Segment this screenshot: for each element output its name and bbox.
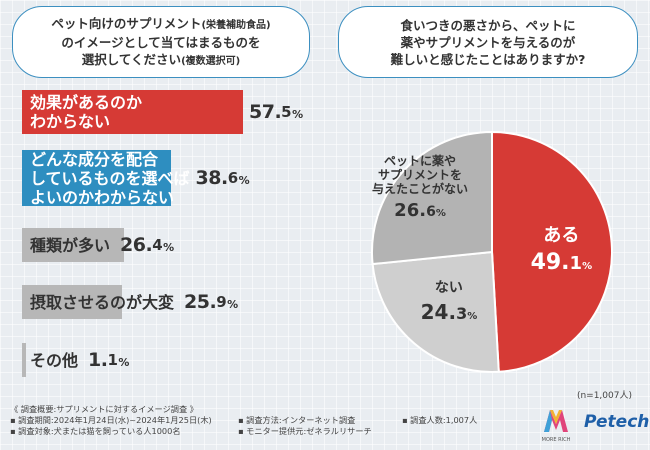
- footer-count: ▪ 調査人数:1,007人: [402, 415, 478, 425]
- bar-value-label: 57. 5%: [249, 101, 304, 123]
- bar-label: 種類が多い: [30, 228, 110, 262]
- left-question-line3-note: (複数選択可): [181, 55, 241, 67]
- more-rich-logo: MORE RICH: [538, 404, 574, 444]
- right-question-line2: 薬やサプリメントを与えるのが: [400, 34, 576, 50]
- bar-fill: [22, 90, 243, 134]
- bar-label-line: 摂取させるのが大変: [30, 292, 175, 312]
- more-rich-logo-mark: MORE RICH: [542, 410, 571, 443]
- pie-slice-name: サプリメントを: [378, 168, 463, 182]
- pie-chart-svg: [371, 130, 613, 373]
- bar-fill: [22, 228, 124, 262]
- bar-label-line: わからない: [30, 112, 111, 131]
- bar-fill: [22, 285, 122, 319]
- pie-slice-name: ある: [543, 224, 580, 246]
- left-question-line2: のイメージとして当てはまるものを: [61, 34, 261, 50]
- petech-logo: Petech: [584, 412, 650, 432]
- pie-slice: [371, 130, 493, 266]
- bar-value-label: 38. 6%: [195, 167, 250, 189]
- left-question-bubble: ペット向けのサプリメント(栄養補助食品) のイメージとして当てはまるものを 選択…: [12, 6, 310, 78]
- pie-slice-label: ない 24.3%: [421, 280, 478, 324]
- right-question-line1: 食いつきの悪さから、ペットに: [400, 17, 576, 33]
- bar-fill: [22, 150, 171, 206]
- sample-size-note: (n=1,007人): [576, 391, 632, 401]
- footer-target: ▪ 調査対象:犬または猫を飼っている人1000名: [10, 426, 181, 436]
- bar-fill: [22, 343, 26, 377]
- pie-slice-value: 49.1%: [530, 249, 593, 275]
- pie-slice-value: 26.6%: [394, 200, 446, 221]
- right-question-line3: 難しいと感じたことはありますか?: [390, 51, 586, 67]
- bar-label-line: 効果があるのか: [30, 93, 143, 112]
- pie-slice: [491, 130, 613, 373]
- pie-slice-name: 与えたことがない: [372, 182, 469, 196]
- bar-label-line: しているものを選べば: [30, 168, 190, 188]
- left-question-line1: ペット向けのサプリメント: [51, 15, 202, 31]
- pie-slice-label: ペットに薬や サプリメントを 与えたことがない 26.6%: [372, 154, 468, 221]
- bar-label: その他: [30, 343, 78, 377]
- bar-label: どんな成分を配合 しているものを選べば よいのかわからない: [30, 149, 190, 207]
- left-question-line1-note: (栄養補助食品): [201, 19, 271, 31]
- footer-title: 《 調査概要:サプリメントに対するイメージ調査 》: [10, 404, 198, 414]
- pie-chart: ある 49.1% ない 24.3% ペットに薬や サプリメントを 与えたことがない 26.6%: [370, 130, 614, 374]
- pie-slice: [371, 250, 500, 373]
- footer-method: ▪ 調査方法:インターネット調査: [238, 415, 356, 425]
- bar-label-line: どんな成分を配合: [30, 149, 159, 169]
- pie-slice-name: ペットに薬や: [384, 154, 457, 168]
- bar-value-label: 25. 9%: [184, 291, 239, 313]
- bar-label-line: その他: [30, 350, 79, 370]
- bar-label: 摂取させるのが大変: [30, 285, 174, 319]
- pie-slice-value: 24.3%: [420, 300, 478, 325]
- pie-slice-name: ない: [434, 280, 463, 297]
- left-question-line3: 選択してください: [81, 51, 182, 67]
- bar-label: 効果があるのか わからない: [30, 90, 142, 134]
- footer-provider: ▪ モニター提供元:ゼネラルリサーチ: [238, 426, 372, 436]
- bar-value-label: 26. 4%: [120, 234, 175, 256]
- footer-period: ▪ 調査期間:2024年1月24日(水)~2024年1月25日(木): [10, 415, 212, 425]
- more-rich-logo-text: MORE RICH: [542, 437, 571, 443]
- pie-slice-label: ある 49.1%: [530, 224, 593, 275]
- bar-label-line: よいのかわからない: [30, 187, 175, 207]
- right-question-bubble: 食いつきの悪さから、ペットに 薬やサプリメントを与えるのが 難しいと感じたことは…: [338, 6, 638, 78]
- bar-label-line: 種類が多い: [30, 235, 111, 255]
- bar-value-label: 1. 1%: [88, 349, 130, 371]
